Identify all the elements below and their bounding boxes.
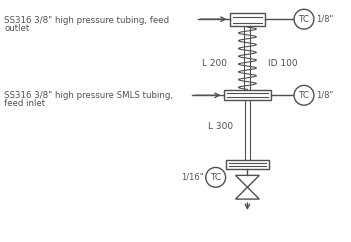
Bar: [226, 159, 269, 169]
Text: 1/16": 1/16": [181, 173, 204, 182]
Text: TC: TC: [298, 15, 310, 24]
Bar: [230, 13, 265, 26]
Text: L 300: L 300: [208, 122, 233, 131]
Circle shape: [294, 9, 314, 29]
Text: outlet: outlet: [4, 24, 29, 33]
Polygon shape: [236, 187, 259, 199]
Text: TC: TC: [210, 173, 221, 182]
Text: ID 100: ID 100: [268, 59, 298, 68]
Polygon shape: [236, 175, 259, 187]
Circle shape: [294, 85, 314, 105]
Bar: [224, 90, 271, 100]
Text: feed inlet: feed inlet: [4, 99, 46, 108]
Text: SS316 3/8" high pressure tubing, feed: SS316 3/8" high pressure tubing, feed: [4, 16, 170, 25]
Text: SS316 3/8" high pressure SMLS tubing,: SS316 3/8" high pressure SMLS tubing,: [4, 91, 173, 100]
Text: TC: TC: [298, 91, 310, 100]
Text: 1/8": 1/8": [316, 15, 333, 24]
Text: L 200: L 200: [201, 59, 227, 68]
Text: 1/8": 1/8": [316, 91, 333, 100]
Circle shape: [206, 167, 226, 187]
